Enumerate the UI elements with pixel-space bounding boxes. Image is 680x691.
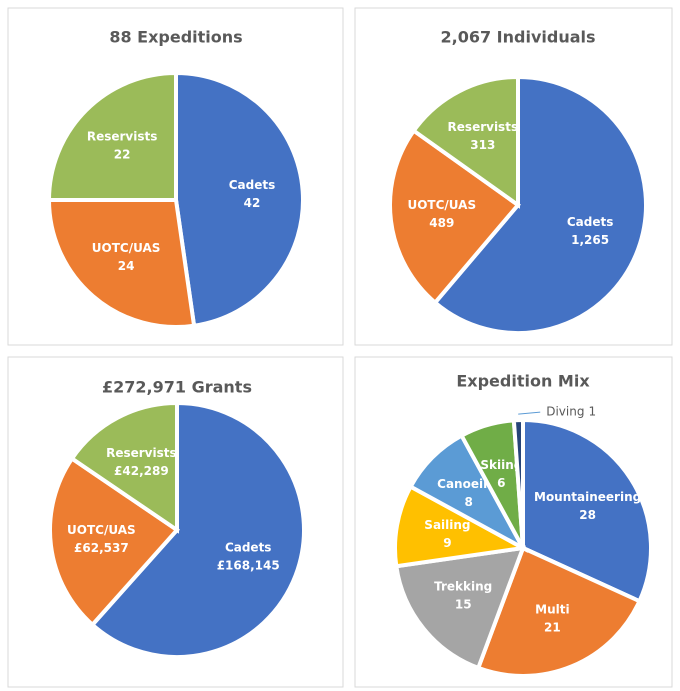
pie-slice (46, 70, 178, 202)
slice-value: 22 (114, 148, 131, 162)
pie-slice (174, 70, 305, 328)
slice-value: 313 (470, 138, 495, 152)
slice-value: 28 (579, 508, 596, 522)
pie-slice (48, 455, 181, 628)
slice-value: £168,145 (217, 559, 280, 573)
pie-slice (394, 545, 527, 671)
slice-value: 8 (465, 495, 473, 509)
chart-title: Expedition Mix (456, 372, 590, 391)
chart-title: 2,067 Individuals (440, 28, 595, 47)
slice-value: 1 (588, 405, 596, 419)
slice-label: Reservists (448, 120, 519, 134)
slice-value: £42,289 (114, 464, 169, 478)
slice-label: Skiing (480, 458, 522, 472)
slice-value: 1,265 (571, 233, 609, 247)
slice-value: 489 (429, 216, 454, 230)
pie-slice (410, 74, 520, 209)
slice-label: UOTC/UAS (92, 241, 161, 255)
pie-slice (69, 400, 179, 534)
slice-value: £62,537 (74, 541, 129, 555)
slice-value: 24 (118, 259, 135, 273)
slice-label: Diving (546, 405, 584, 419)
slice-label: Trekking (434, 580, 492, 594)
chart-title: £272,971 Grants (102, 378, 252, 397)
pie-slice (89, 400, 306, 659)
pie-slice (475, 545, 643, 678)
slice-value: 15 (455, 598, 472, 612)
slice-label: Cadets (567, 215, 614, 229)
slice-label: Cadets (229, 178, 276, 192)
slice-label: Mountaineering (534, 490, 641, 504)
slice-label: Reservists (87, 130, 158, 144)
slice-label: UOTC/UAS (67, 523, 136, 537)
slice-value: 6 (497, 476, 505, 490)
chart-title: 88 Expeditions (109, 28, 242, 47)
slice-label: UOTC/UAS (407, 198, 476, 212)
slice-label: Reservists (106, 446, 177, 460)
pie-slice (388, 127, 521, 306)
leader-line (518, 411, 541, 415)
slice-value: 21 (544, 620, 561, 634)
pie-slice (511, 417, 525, 549)
pie-slice (521, 417, 653, 604)
pie-slice (432, 74, 648, 335)
slice-label: Multi (535, 602, 569, 616)
slice-value: 9 (443, 536, 451, 550)
slice-label: Cadets (225, 541, 272, 555)
slice-value: 42 (244, 196, 261, 210)
slice-label: Sailing (424, 518, 470, 532)
pie-slice (46, 198, 197, 329)
